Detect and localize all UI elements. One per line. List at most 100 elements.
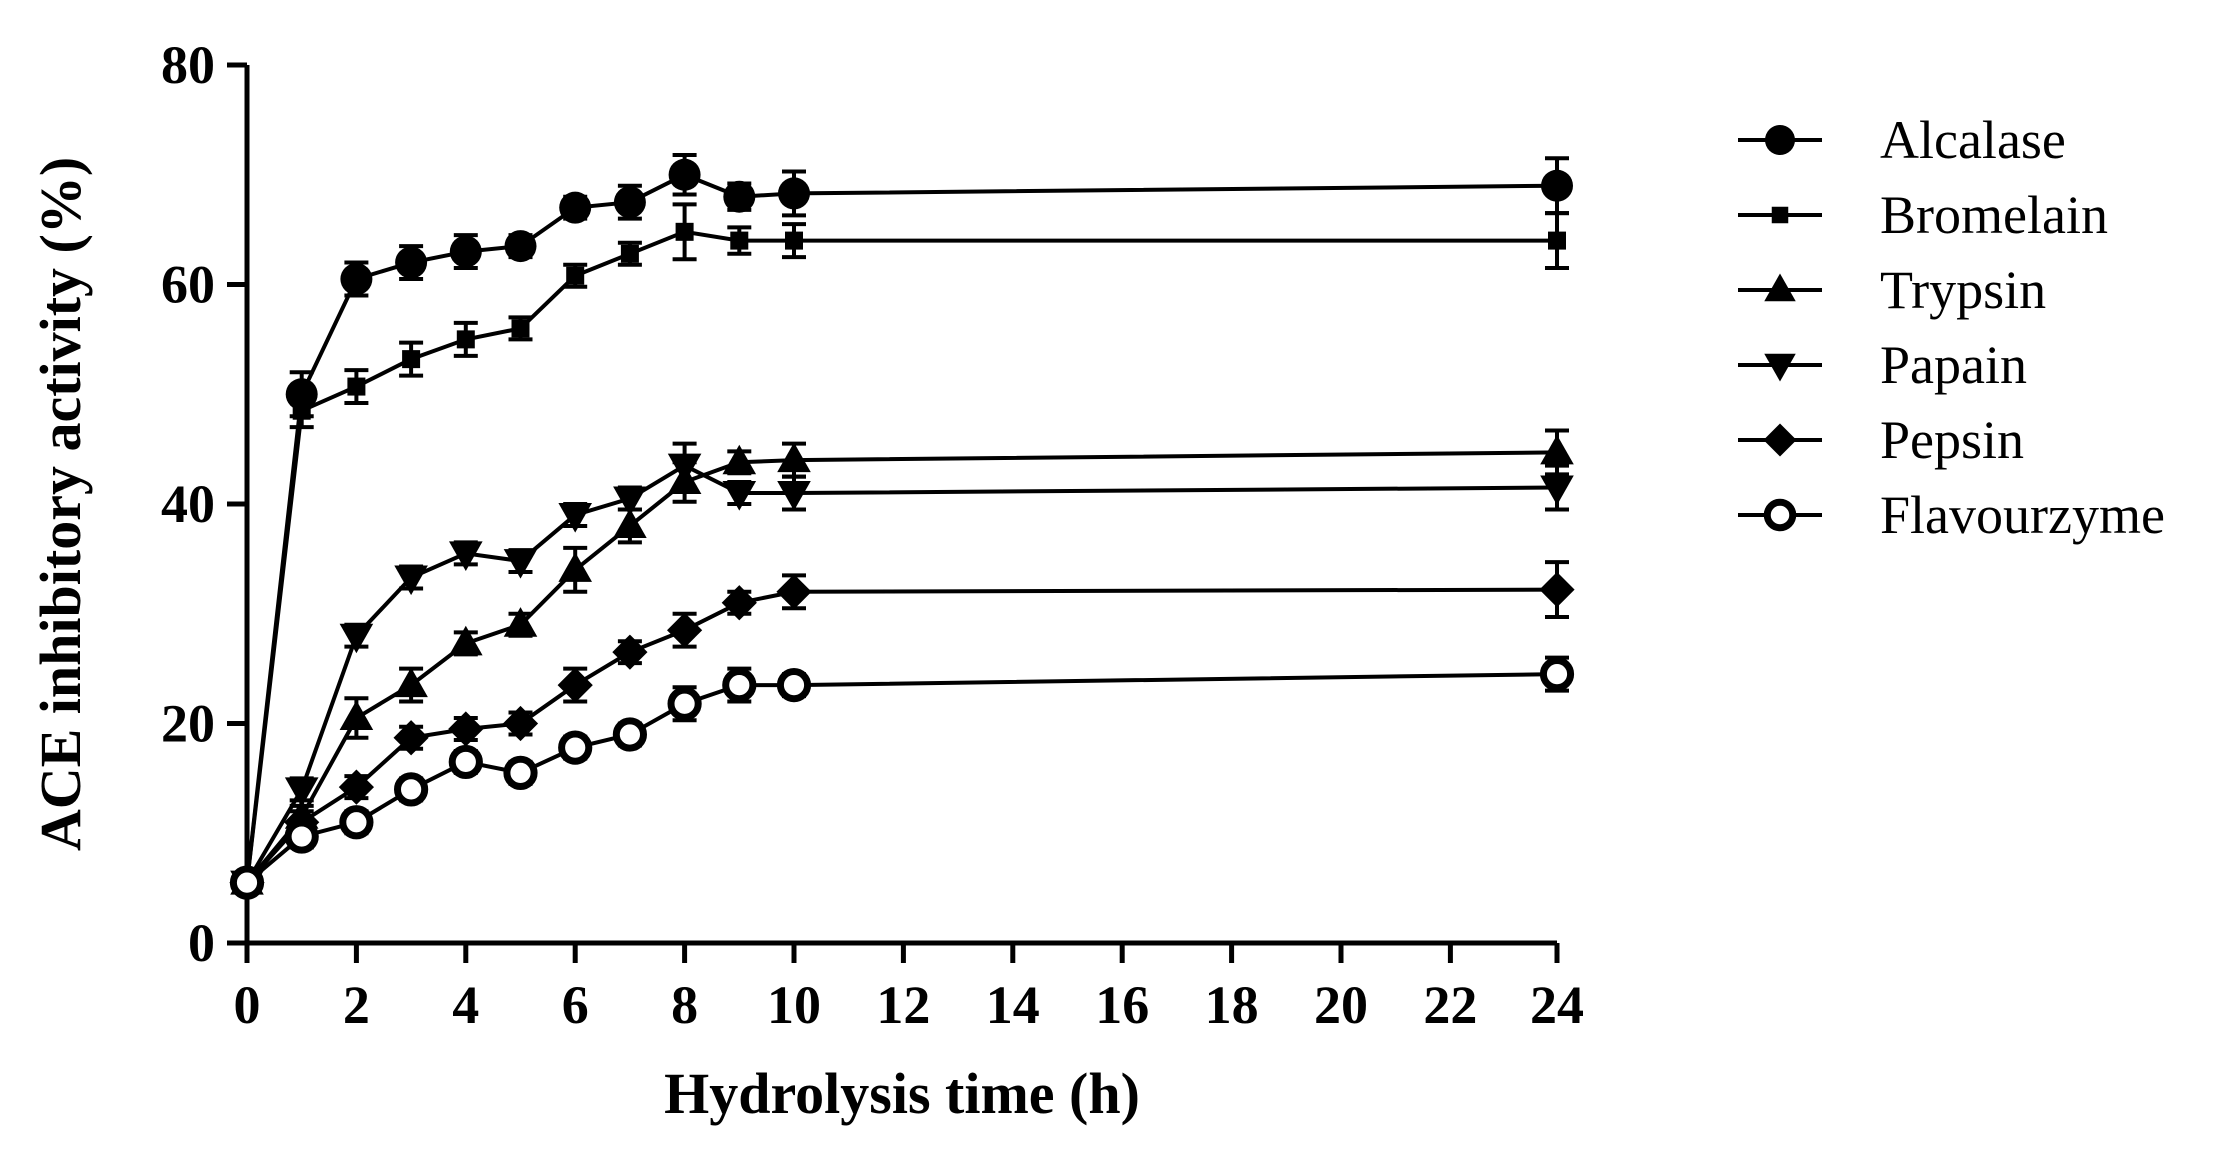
data-point-open-circle [229,865,265,900]
data-point-triangle-up [558,552,592,582]
data-point-triangle-down [558,502,592,533]
data-point-triangle-up [339,700,374,731]
data-point-square [675,222,694,241]
data-point-triangle-down [777,481,811,511]
x-tick-label: 6 [562,975,589,1035]
x-tick-label: 4 [452,975,479,1035]
x-tick-label: 18 [1205,975,1259,1035]
series-line [245,672,1558,885]
data-point-triangle-down [284,777,319,807]
data-point-square [292,401,311,420]
legend-item-papain: Papain [1738,335,2027,395]
data-point-open-circle [667,686,702,721]
y-tick-label: 60 [161,255,215,315]
x-tick-label: 2 [343,975,370,1035]
x-tick-label: 0 [234,975,261,1035]
data-point-triangle-down [1540,475,1574,506]
data-point-circle [449,235,482,268]
legend-label: Bromelain [1880,185,2108,245]
series-line [245,450,1558,884]
legend-label: Alcalase [1880,110,2066,170]
legend: Alcalase Bromelain Trypsin Papain Pepsin Flav… [1738,110,2165,545]
data-point-circle [613,186,646,219]
data-point-circle [1765,125,1795,155]
data-point-triangle-down [613,486,647,517]
data-point-triangle-up [503,607,538,637]
data-point-circle [668,158,701,191]
data-point-square [402,350,421,369]
x-tick-label: 8 [671,975,698,1035]
legend-item-alcalase: Alcalase [1738,110,2066,170]
data-point-circle [1541,169,1573,202]
data-point-square [730,231,749,250]
data-point-diamond [667,612,703,648]
legend-label: Flavourzyme [1880,485,2165,545]
data-point-triangle-down [722,481,757,511]
y-tick-label: 80 [161,35,215,95]
data-point-triangle-up [394,667,428,698]
series-papain [230,441,1574,901]
data-point-open-circle [503,755,538,790]
data-point-triangle-up [613,508,647,538]
data-point-square [785,231,803,250]
data-point-open-circle [448,744,483,780]
data-point-circle [559,191,592,224]
data-point-triangle-up [449,625,483,656]
data-point-circle [504,230,537,263]
data-point-open-circle [612,717,648,752]
data-point-open-circle [394,772,429,807]
legend-label: Papain [1880,335,2027,395]
x-tick-label: 20 [1314,975,1368,1035]
series-alcalase [231,152,1573,899]
data-point-square [1771,206,1789,224]
legend-item-trypsin: Trypsin [1738,260,2046,320]
data-point-square [347,377,366,396]
x-tick-label: 16 [1095,975,1149,1035]
data-point-triangle-down [503,549,538,579]
series-flavourzyme [229,655,1575,900]
data-point-square [620,244,639,263]
series-pepsin [229,560,1575,901]
data-point-circle [395,246,428,279]
data-point-diamond [557,667,593,703]
data-point-open-circle [1763,498,1797,532]
legend-label: Trypsin [1880,260,2046,320]
x-tick-label: 24 [1530,975,1584,1035]
y-axis-label: ACE inhibitory activity (%) [28,157,93,851]
series-line [245,229,1557,883]
legend-item-flavourzyme: Flavourzyme [1738,485,2165,545]
data-point-triangle-up [777,442,811,473]
data-point-open-circle [1539,657,1575,692]
x-tick-label: 12 [876,975,930,1035]
data-point-square [1548,231,1566,250]
data-point-triangle-up [1764,273,1796,302]
data-point-triangle-down [667,453,702,484]
y-tick-label: 40 [161,474,215,534]
legend-item-bromelain: Bromelain [1738,185,2108,245]
data-point-diamond [776,574,812,610]
data-point-open-circle [722,667,757,703]
data-point-diamond [1539,572,1575,608]
data-point-open-circle [284,819,319,854]
series-line [245,463,1558,884]
data-point-diamond [502,705,539,742]
data-point-open-circle [558,730,593,765]
series-bromelain [238,202,1569,892]
series-layer [229,152,1575,901]
legend-label: Pepsin [1880,410,2024,470]
series-trypsin [230,428,1574,895]
x-tick-label: 22 [1423,975,1477,1035]
data-point-triangle-down [449,541,483,571]
data-point-circle [340,263,373,296]
data-point-diamond [721,585,757,621]
data-point-circle [778,177,810,210]
data-point-square [456,330,475,349]
x-tick-label: 14 [986,975,1040,1035]
data-point-triangle-down [394,565,428,596]
data-point-square [566,266,585,285]
data-point-circle [723,180,756,213]
data-point-diamond [393,720,429,756]
data-point-open-circle [776,667,812,703]
